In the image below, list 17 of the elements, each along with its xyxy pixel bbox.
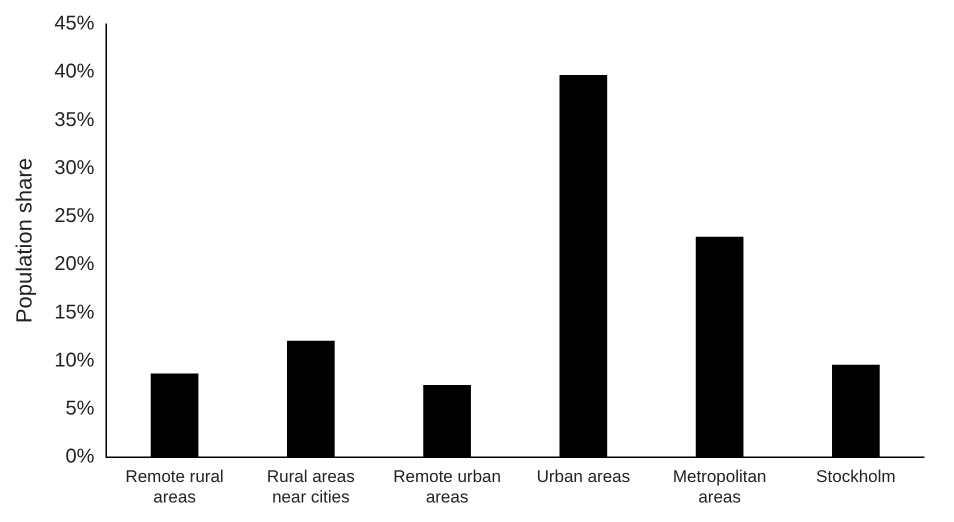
- x-tick-label: Stockholm: [816, 467, 896, 486]
- y-tick-label: 45%: [54, 12, 95, 35]
- y-tick-label: 30%: [54, 156, 95, 179]
- y-tick-label: 25%: [54, 205, 95, 228]
- y-tick-label: 5%: [66, 398, 95, 420]
- y-tick-label: 0%: [66, 446, 95, 468]
- y-tick-label: 15%: [54, 301, 95, 324]
- x-tick-label: Rural areas near cities: [266, 467, 355, 506]
- y-axis-title: Population share: [11, 158, 36, 324]
- x-tick-label: Urban areas: [536, 467, 630, 486]
- y-tick-label: 40%: [54, 60, 95, 83]
- x-tick-label: Remote urban areas: [393, 467, 501, 506]
- y-tick-label: 20%: [54, 253, 95, 276]
- x-tick-label: Remote rural areas: [125, 467, 224, 506]
- y-tick-label: 35%: [54, 108, 95, 131]
- x-tick-label: Metropolitan areas: [672, 467, 766, 506]
- y-tick-label: 10%: [54, 349, 95, 372]
